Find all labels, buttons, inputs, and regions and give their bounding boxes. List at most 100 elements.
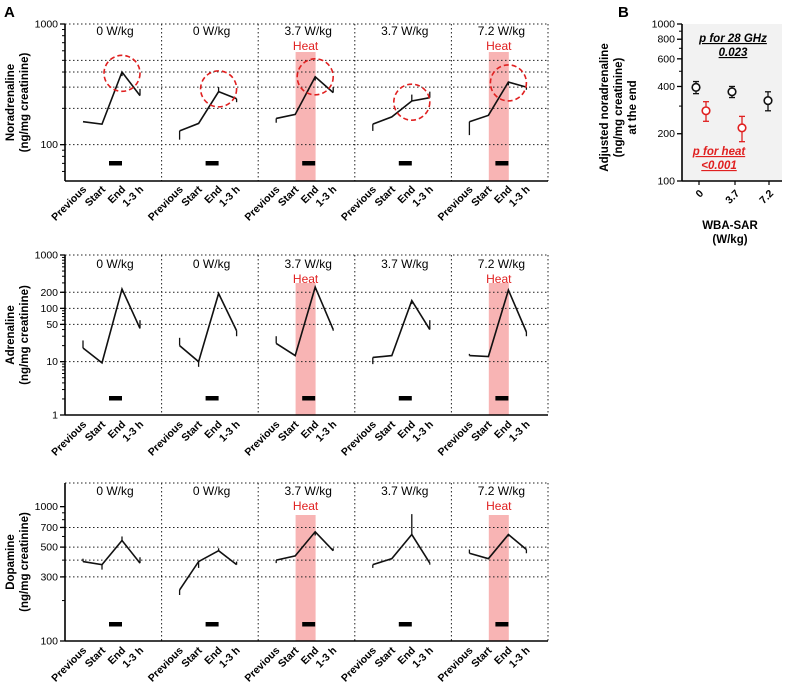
annotation-heat: p for heat — [692, 146, 747, 158]
y-tick-label: 500 — [40, 542, 58, 554]
series-line — [469, 533, 527, 560]
noradrenaline-chart: 100 1000 Noradrenaline (ng/mg creatinine) 0 … — [5, 19, 549, 224]
y-axis-label: at the end — [627, 80, 639, 134]
condition-label: 0 W/kg — [193, 24, 230, 38]
x-tick-label: Start — [83, 644, 109, 670]
x-tick-label: 1-3 h — [217, 645, 243, 671]
adrenaline-chart: 1 10 50 100 200 1000 Adrenaline (ng/mg creatini… — [5, 250, 549, 459]
data-point — [727, 87, 737, 97]
adjusted-noradrenaline-chart: 100 200 400 600 800 1000 Adjusted noradrenalin… — [599, 19, 782, 246]
exposure-bar — [495, 161, 509, 166]
x-tick-label: Start — [179, 644, 205, 670]
x-tick-label: 1-3 h — [314, 419, 340, 445]
condition-label: 0 W/kg — [193, 257, 230, 271]
x-tick-label: Start — [179, 183, 205, 209]
x-tick-label: 1-3 h — [217, 419, 243, 445]
x-tick-label: Start — [373, 418, 399, 444]
x-tick-label: Previous — [49, 419, 89, 459]
x-tick-label: 1-3 h — [410, 419, 436, 445]
x-tick-label: Previous — [436, 419, 476, 459]
y-tick-label: 50 — [46, 319, 58, 331]
series-line — [82, 70, 141, 126]
x-tick-label: Previous — [49, 184, 89, 224]
series-line — [469, 287, 528, 358]
heat-label: Heat — [293, 499, 319, 513]
x-tick-label: Previous — [242, 184, 282, 224]
y-tick-label: 1000 — [35, 501, 59, 513]
series-line — [372, 533, 431, 566]
x-tick-label: Start — [276, 644, 302, 670]
y-tick-label: 700 — [40, 522, 58, 534]
heat-label: Heat — [293, 272, 319, 286]
series-line — [82, 286, 141, 365]
x-tick-label: Previous — [339, 419, 379, 459]
x-tick-label: Start — [179, 418, 205, 444]
exposure-bar — [109, 161, 122, 166]
x-tick-label: Start — [469, 183, 495, 209]
highlight-circle — [296, 58, 335, 96]
x-tick-label: Previous — [436, 184, 476, 224]
series-line — [82, 539, 141, 566]
annotation-heat-value: <0.001 — [701, 160, 737, 172]
x-tick-label: Previous — [242, 645, 282, 685]
x-tick-label: Previous — [146, 645, 186, 685]
x-tick-label: Previous — [242, 419, 282, 459]
x-tick-label: 1-3 h — [120, 184, 146, 210]
y-tick-label: 800 — [657, 34, 675, 46]
x-tick-label: Start — [469, 644, 495, 670]
exposure-bar — [109, 396, 122, 401]
x-tick-label: Previous — [339, 645, 379, 685]
condition-label: 7.2 W/kg — [478, 257, 525, 271]
condition-label: 3.7 W/kg — [285, 257, 332, 271]
condition-label: 3.7 W/kg — [285, 484, 332, 498]
x-tick-label: Start — [276, 183, 302, 209]
x-tick-label: Start — [373, 183, 399, 209]
exposure-bar — [205, 161, 219, 166]
exposure-bar — [398, 396, 412, 401]
x-tick-label: 1-3 h — [120, 419, 146, 445]
x-tick-label: 1-3 h — [507, 184, 533, 210]
data-point — [691, 82, 701, 92]
annotation-sar-value: 0.023 — [719, 47, 748, 59]
x-tick-label: 1-3 h — [314, 645, 340, 671]
panel-letter-b: B — [618, 4, 629, 21]
series-line — [469, 81, 527, 123]
x-tick-label: 1-3 h — [217, 184, 243, 210]
condition-label: 7.2 W/kg — [478, 24, 525, 38]
y-axis-label: Adjusted noradrenaline — [599, 43, 611, 171]
series-line — [276, 75, 334, 120]
y-tick-label: 100 — [40, 303, 58, 315]
exposure-bar — [398, 161, 412, 166]
y-axis-label: Noradrenaline — [5, 64, 17, 141]
y-axis-label: (ng/mg creatinine) — [613, 57, 625, 157]
x-tick-label: 1-3 h — [120, 645, 146, 671]
x-tick-label: 1-3 h — [507, 419, 533, 445]
highlight-circle — [489, 64, 528, 102]
x-tick-label: 1-3 h — [314, 184, 340, 210]
exposure-bar — [205, 622, 219, 627]
heat-band — [488, 52, 509, 181]
y-tick-label: 300 — [40, 571, 58, 583]
x-axis-label: (W/kg) — [712, 234, 747, 246]
y-tick-label: 1000 — [652, 19, 676, 31]
condition-label: 3.7 W/kg — [381, 484, 428, 498]
condition-label: 0 W/kg — [96, 257, 133, 271]
exposure-bar — [398, 622, 412, 627]
y-tick-label: 600 — [657, 53, 675, 65]
x-tick-label: Start — [276, 418, 302, 444]
x-tick-label: Previous — [339, 184, 379, 224]
condition-label: 0 W/kg — [96, 484, 133, 498]
exposure-bar — [495, 622, 509, 627]
y-axis-label: (ng/mg creatinine) — [19, 52, 31, 152]
heat-label: Heat — [486, 272, 512, 286]
y-tick-label: 100 — [40, 139, 58, 151]
condition-label: 3.7 W/kg — [381, 257, 428, 271]
x-tick-label: Previous — [146, 184, 186, 224]
x-tick-label: 7.2 — [757, 188, 776, 207]
exposure-bar — [302, 622, 316, 627]
x-tick-label: 1-3 h — [410, 645, 436, 671]
heat-band — [295, 515, 316, 641]
y-tick-label: 100 — [40, 636, 58, 648]
exposure-bar — [109, 622, 122, 627]
